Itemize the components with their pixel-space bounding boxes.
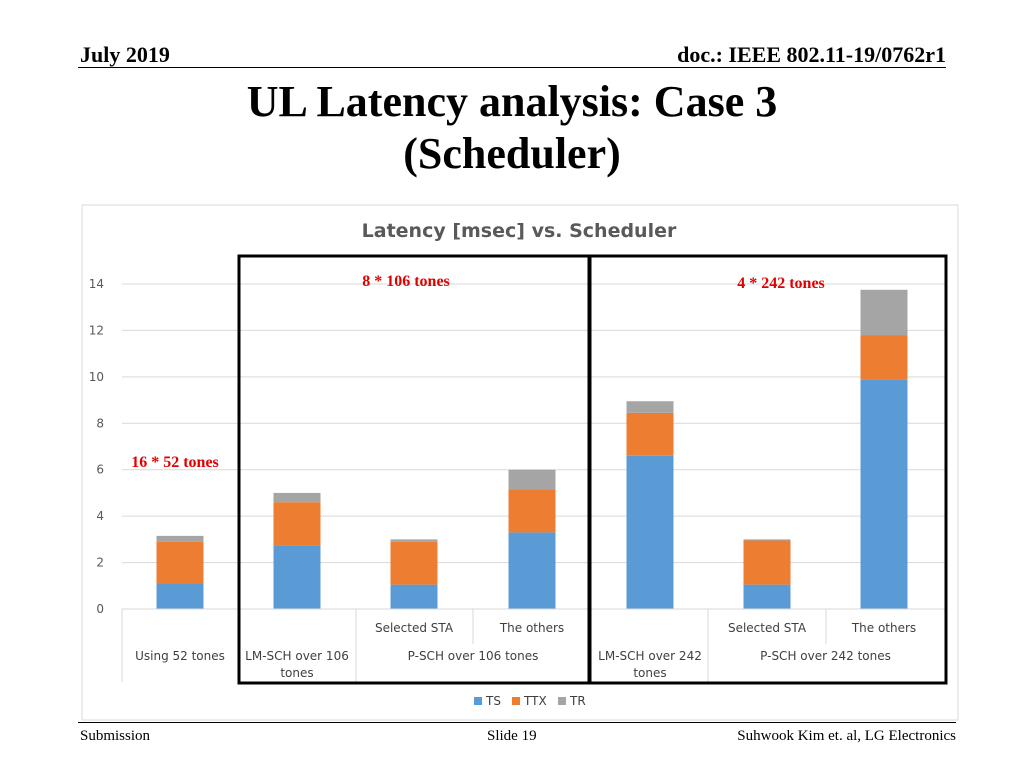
slide-title-line1: UL Latency analysis: Case 3: [246, 77, 778, 126]
chart-title: Latency [msec] vs. Scheduler: [362, 220, 677, 242]
bar-ts-6: [860, 379, 908, 609]
bar-tr-3: [508, 469, 556, 490]
legend: TS TTX TR: [474, 694, 586, 708]
header-date: July 2019: [80, 42, 170, 67]
annotation-left: 16 * 52 tones: [131, 454, 219, 471]
bar-ttx-1: [273, 502, 321, 546]
x-group-label-4-0: P-SCH over 242 tones: [760, 649, 891, 663]
x-sub-label-5: Selected STA: [728, 621, 807, 635]
bar-tr-0: [156, 535, 204, 542]
x-group-label-2-0: P-SCH over 106 tones: [408, 649, 539, 663]
x-group-label-1-0: LM-SCH over 106: [245, 649, 349, 663]
annotation-box2: 4 * 242 tones: [737, 275, 825, 292]
footer-submission: Submission: [80, 728, 151, 744]
y-tick-label-10: 10: [89, 370, 104, 384]
bars: [156, 289, 908, 609]
bar-ttx-3: [508, 489, 556, 533]
bar-ts-4: [626, 455, 674, 609]
bar-ts-5: [743, 584, 791, 609]
legend-label-ts: TS: [485, 694, 501, 708]
bar-ttx-5: [743, 540, 791, 585]
chart-area-border: [81, 204, 959, 721]
y-tick-label-8: 8: [96, 416, 104, 430]
bar-ts-2: [390, 584, 438, 609]
legend-swatch-tr: [558, 697, 566, 705]
legend-label-ttx: TTX: [523, 694, 547, 708]
x-sub-label-2: Selected STA: [375, 621, 454, 635]
y-tick-label-2: 2: [96, 556, 104, 570]
bar-ts-0: [156, 583, 204, 609]
x-group-label-3-1: tones: [633, 666, 666, 680]
legend-label-tr: TR: [569, 694, 586, 708]
y-axis-ticks: 0 2 4 6 8 10 12 14: [89, 277, 104, 616]
x-group-label-3-0: LM-SCH over 242: [598, 649, 702, 663]
y-tick-label-14: 14: [89, 277, 104, 291]
x-sub-label-3: The others: [499, 621, 564, 635]
bar-tr-6: [860, 289, 908, 336]
footer-authors: Suhwook Kim et. al, LG Electronics: [737, 728, 956, 744]
bar-tr-1: [273, 492, 321, 503]
annotation-boxes: [237, 254, 948, 685]
bar-ts-3: [508, 532, 556, 609]
annotation-box1: 8 * 106 tones: [362, 273, 450, 290]
legend-swatch-ttx: [512, 697, 520, 705]
bar-ttx-4: [626, 412, 674, 456]
slide-title-line2: (Scheduler): [403, 129, 621, 178]
bar-tr-5: [743, 539, 791, 541]
y-tick-label-4: 4: [96, 509, 104, 523]
slide-title: UL Latency analysis: Case 3 (Scheduler): [0, 76, 1024, 180]
header-rule: [78, 67, 946, 68]
bar-ts-1: [273, 545, 321, 609]
x-group-label-1-1: tones: [280, 666, 313, 680]
y-tick-label-0: 0: [96, 602, 104, 616]
footer-rule: [78, 722, 956, 723]
bar-ttx-2: [390, 541, 438, 585]
y-tick-label-6: 6: [96, 463, 104, 477]
x-axis: Selected STA The others Selected STA The ot…: [121, 608, 946, 682]
legend-swatch-ts: [474, 697, 482, 705]
x-group-label-0-0: Using 52 tones: [135, 649, 225, 663]
bar-tr-4: [626, 401, 674, 413]
footer-slide-number: Slide 19: [487, 728, 537, 744]
bar-tr-2: [390, 539, 438, 542]
bar-ttx-0: [156, 541, 204, 584]
y-tick-label-12: 12: [89, 323, 104, 337]
x-sub-label-6: The others: [851, 621, 916, 635]
box-242-tones: [588, 254, 948, 685]
header-doc-id: doc.: IEEE 802.11-19/0762r1: [677, 42, 946, 67]
bar-ttx-6: [860, 335, 908, 380]
